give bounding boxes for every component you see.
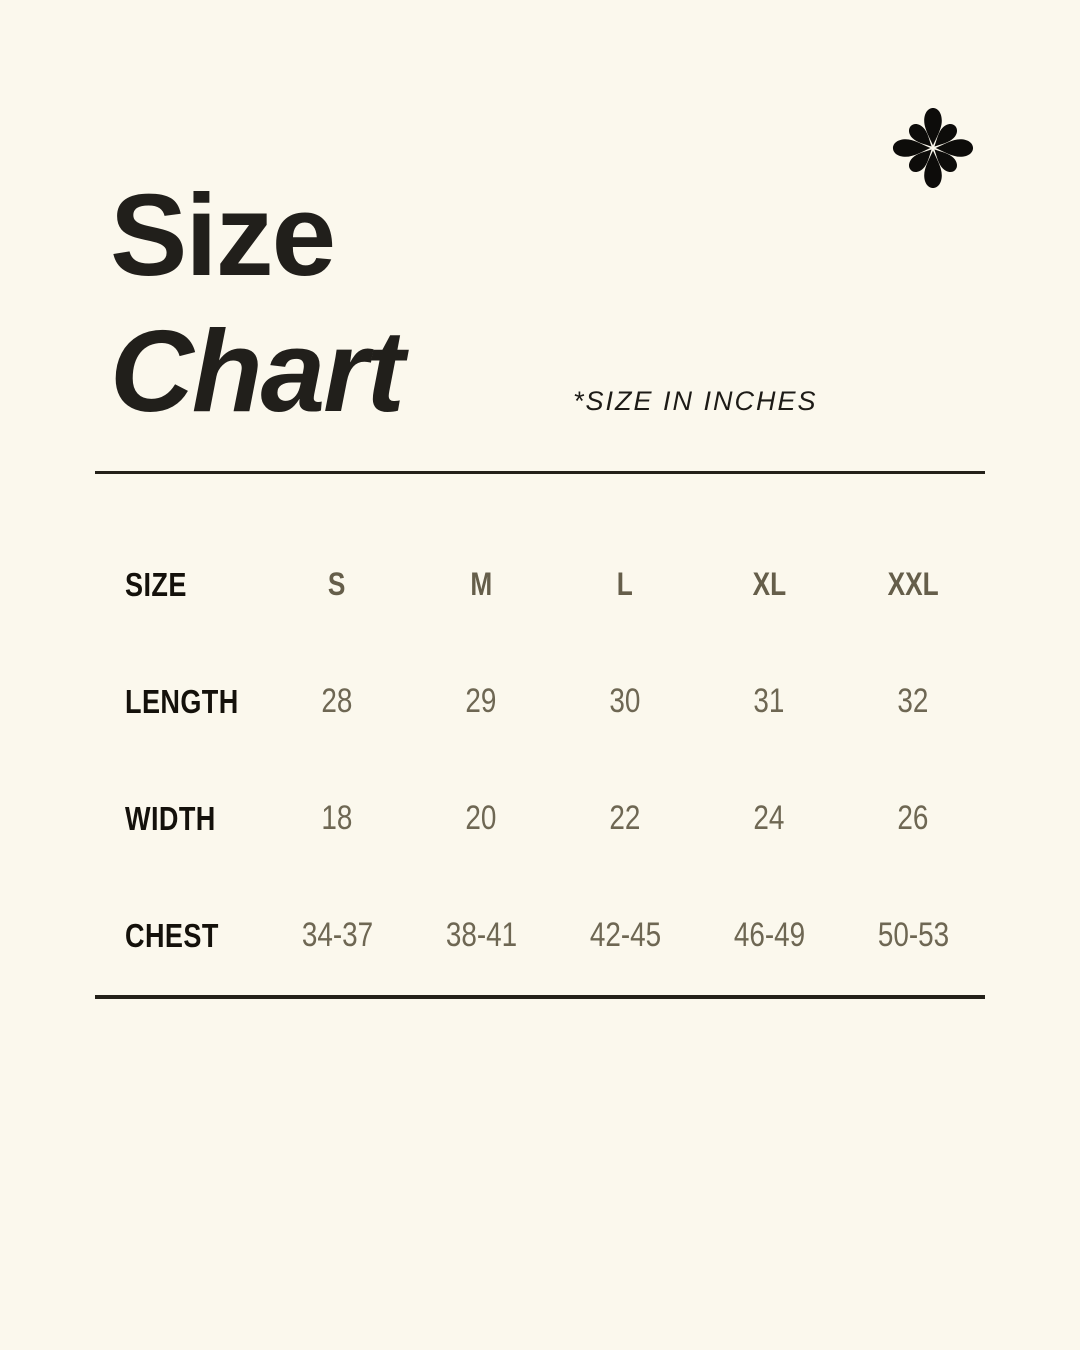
length-m-value: 29 — [465, 682, 497, 720]
col-label-xl: XL — [752, 566, 786, 602]
row-label-width: WIDTH — [125, 799, 216, 837]
chest-l-value: 42-45 — [589, 916, 661, 954]
title-word-size: Size — [110, 170, 336, 300]
chest-m-value: 38-41 — [445, 916, 517, 954]
header-cell-xxl: XXL — [841, 526, 985, 643]
length-l-value: 30 — [609, 682, 641, 720]
row-label-length: LENGTH — [125, 682, 239, 720]
chest-m-cell: 38-41 — [409, 877, 553, 994]
width-xl-cell: 24 — [697, 760, 841, 877]
chest-l-cell: 42-45 — [553, 877, 697, 994]
length-xxl-cell: 32 — [841, 643, 985, 760]
width-s-cell: 18 — [265, 760, 409, 877]
header-cell-xl: XL — [697, 526, 841, 643]
header-label: SIZE — [125, 565, 187, 603]
divider-bottom — [95, 995, 985, 999]
width-l-value: 22 — [609, 799, 641, 837]
row-label-cell: WIDTH — [95, 760, 265, 877]
chest-xl-value: 46-49 — [733, 916, 805, 954]
width-l-cell: 22 — [553, 760, 697, 877]
row-label-chest: CHEST — [125, 916, 219, 954]
col-label-xxl: XXL — [887, 566, 939, 602]
width-s-value: 18 — [321, 799, 353, 837]
chest-s-value: 34-37 — [301, 916, 373, 954]
chest-s-cell: 34-37 — [265, 877, 409, 994]
header-cell-size: SIZE — [95, 526, 265, 643]
chest-xxl-cell: 50-53 — [841, 877, 985, 994]
col-label-m: M — [470, 566, 492, 602]
page-title: Size Chart — [110, 168, 405, 439]
width-xxl-cell: 26 — [841, 760, 985, 877]
length-xl-cell: 31 — [697, 643, 841, 760]
width-m-value: 20 — [465, 799, 497, 837]
length-xl-value: 31 — [753, 682, 785, 720]
flower-asterisk-icon — [892, 107, 974, 189]
row-label-cell: LENGTH — [95, 643, 265, 760]
length-xxl-value: 32 — [897, 682, 929, 720]
length-s-cell: 28 — [265, 643, 409, 760]
divider-top — [95, 471, 985, 474]
chest-xl-cell: 46-49 — [697, 877, 841, 994]
width-m-cell: 20 — [409, 760, 553, 877]
length-m-cell: 29 — [409, 643, 553, 760]
width-xl-value: 24 — [753, 799, 785, 837]
title-word-chart: Chart — [110, 305, 405, 436]
length-s-value: 28 — [321, 682, 353, 720]
header-cell-s: S — [265, 526, 409, 643]
length-l-cell: 30 — [553, 643, 697, 760]
header-cell-l: L — [553, 526, 697, 643]
header-cell-m: M — [409, 526, 553, 643]
size-table: SIZE S M L XL XXL LENGTH 28 29 30 31 32 … — [95, 474, 985, 994]
chest-xxl-value: 50-53 — [877, 916, 949, 954]
col-label-l: L — [616, 566, 634, 602]
units-note: *SIZE IN INCHES — [573, 386, 818, 416]
col-label-s: S — [328, 566, 346, 602]
width-xxl-value: 26 — [897, 799, 929, 837]
row-label-cell: CHEST — [95, 877, 265, 994]
